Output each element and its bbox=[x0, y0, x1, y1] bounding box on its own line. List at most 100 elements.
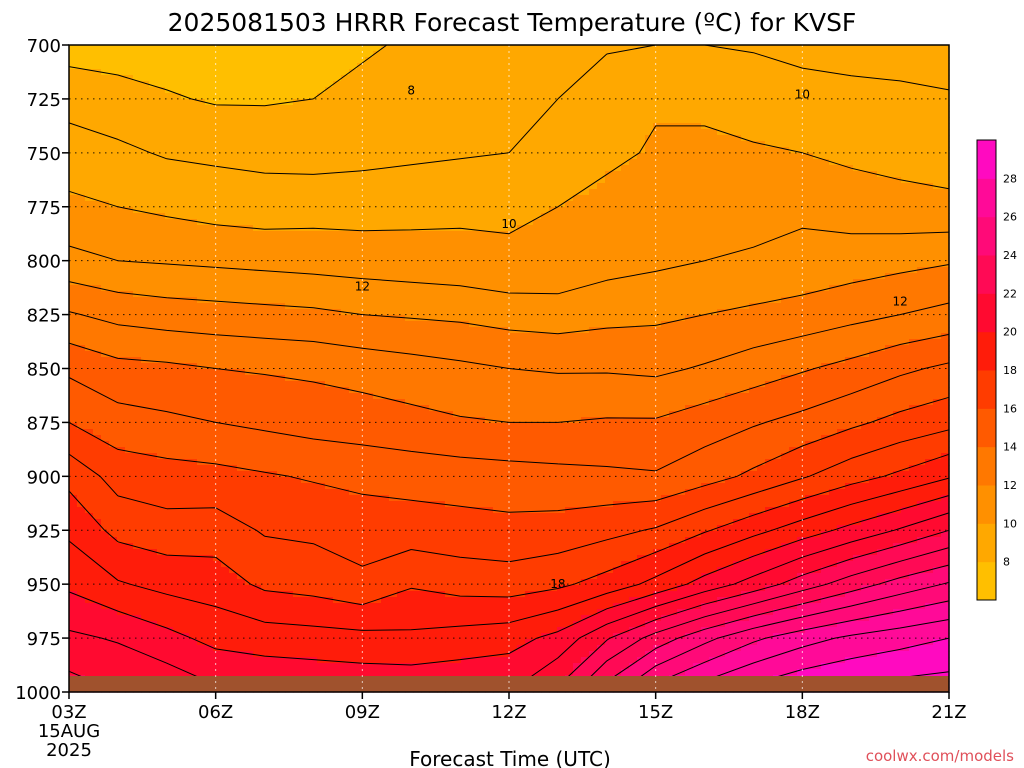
field-cell bbox=[253, 93, 262, 100]
field-cell bbox=[101, 141, 110, 148]
field-cell bbox=[381, 309, 390, 316]
field-cell bbox=[157, 267, 166, 274]
field-cell bbox=[325, 351, 334, 358]
field-cell bbox=[141, 615, 150, 622]
field-cell bbox=[389, 207, 398, 214]
field-cell bbox=[397, 621, 406, 628]
field-cell bbox=[77, 177, 86, 184]
field-cell bbox=[141, 267, 150, 274]
field-cell bbox=[109, 603, 118, 610]
field-cell bbox=[221, 417, 230, 424]
field-cell bbox=[149, 147, 158, 154]
field-cell bbox=[213, 663, 222, 670]
field-cell bbox=[365, 525, 374, 532]
field-cell bbox=[389, 333, 398, 340]
field-cell bbox=[205, 657, 214, 664]
field-cell bbox=[165, 501, 174, 508]
field-cell bbox=[173, 633, 182, 640]
field-cell bbox=[373, 465, 382, 472]
field-cell bbox=[381, 477, 390, 484]
field-cell bbox=[333, 189, 342, 196]
field-cell bbox=[125, 231, 134, 238]
field-cell bbox=[293, 471, 302, 478]
field-cell bbox=[357, 159, 366, 166]
field-cell bbox=[245, 609, 254, 616]
field-cell bbox=[181, 147, 190, 154]
field-cell bbox=[341, 465, 350, 472]
field-cell bbox=[197, 387, 206, 394]
field-cell bbox=[269, 357, 278, 364]
field-cell bbox=[221, 315, 230, 322]
field-cell bbox=[285, 339, 294, 346]
field-cell bbox=[269, 177, 278, 184]
field-cell bbox=[125, 123, 134, 130]
field-cell bbox=[77, 231, 86, 238]
field-cell bbox=[245, 177, 254, 184]
field-cell bbox=[341, 135, 350, 142]
field-cell bbox=[181, 495, 190, 502]
field-cell bbox=[253, 339, 262, 346]
field-cell bbox=[221, 459, 230, 466]
field-cell bbox=[141, 591, 150, 598]
field-cell bbox=[301, 561, 310, 568]
field-cell bbox=[309, 153, 318, 160]
field-cell bbox=[205, 189, 214, 196]
field-cell bbox=[125, 471, 134, 478]
field-cell bbox=[429, 75, 438, 82]
field-cell bbox=[117, 513, 126, 520]
field-cell bbox=[117, 573, 126, 580]
field-cell bbox=[381, 519, 390, 526]
field-cell bbox=[157, 219, 166, 226]
field-cell bbox=[261, 645, 270, 652]
field-cell bbox=[333, 621, 342, 628]
field-cell bbox=[101, 363, 110, 370]
field-cell bbox=[141, 177, 150, 184]
field-cell bbox=[261, 207, 270, 214]
field-cell bbox=[189, 645, 198, 652]
field-cell bbox=[125, 441, 134, 448]
field-cell bbox=[389, 513, 398, 520]
field-cell bbox=[309, 315, 318, 322]
field-cell bbox=[197, 249, 206, 256]
field-cell bbox=[317, 483, 326, 490]
field-cell bbox=[245, 207, 254, 214]
field-cell bbox=[101, 555, 110, 562]
field-cell bbox=[157, 69, 166, 76]
field-cell bbox=[165, 213, 174, 220]
field-cell bbox=[397, 153, 406, 160]
field-cell bbox=[397, 591, 406, 598]
field-cell bbox=[309, 327, 318, 334]
field-cell bbox=[189, 75, 198, 82]
field-cell bbox=[389, 477, 398, 484]
field-cell bbox=[277, 381, 286, 388]
field-cell bbox=[77, 393, 86, 400]
field-cell bbox=[373, 135, 382, 142]
field-cell bbox=[317, 267, 326, 274]
field-cell bbox=[229, 531, 238, 538]
field-cell bbox=[309, 357, 318, 364]
field-cell bbox=[237, 315, 246, 322]
field-cell bbox=[197, 315, 206, 322]
field-cell bbox=[397, 573, 406, 580]
field-cell bbox=[133, 219, 142, 226]
field-cell bbox=[333, 183, 342, 190]
field-cell bbox=[69, 105, 78, 112]
field-cell bbox=[109, 495, 118, 502]
field-cell bbox=[205, 507, 214, 514]
field-cell bbox=[141, 453, 150, 460]
field-cell bbox=[333, 531, 342, 538]
field-cell bbox=[237, 273, 246, 280]
field-cell bbox=[205, 405, 214, 412]
field-cell bbox=[317, 195, 326, 202]
field-cell bbox=[293, 285, 302, 292]
field-cell bbox=[85, 645, 94, 652]
field-cell bbox=[405, 477, 414, 484]
field-cell bbox=[93, 117, 102, 124]
field-cell bbox=[437, 147, 446, 154]
field-cell bbox=[85, 279, 94, 286]
field-cell bbox=[213, 171, 222, 178]
field-cell bbox=[197, 243, 206, 250]
field-cell bbox=[277, 147, 286, 154]
field-cell bbox=[413, 63, 422, 70]
field-cell bbox=[325, 147, 334, 154]
